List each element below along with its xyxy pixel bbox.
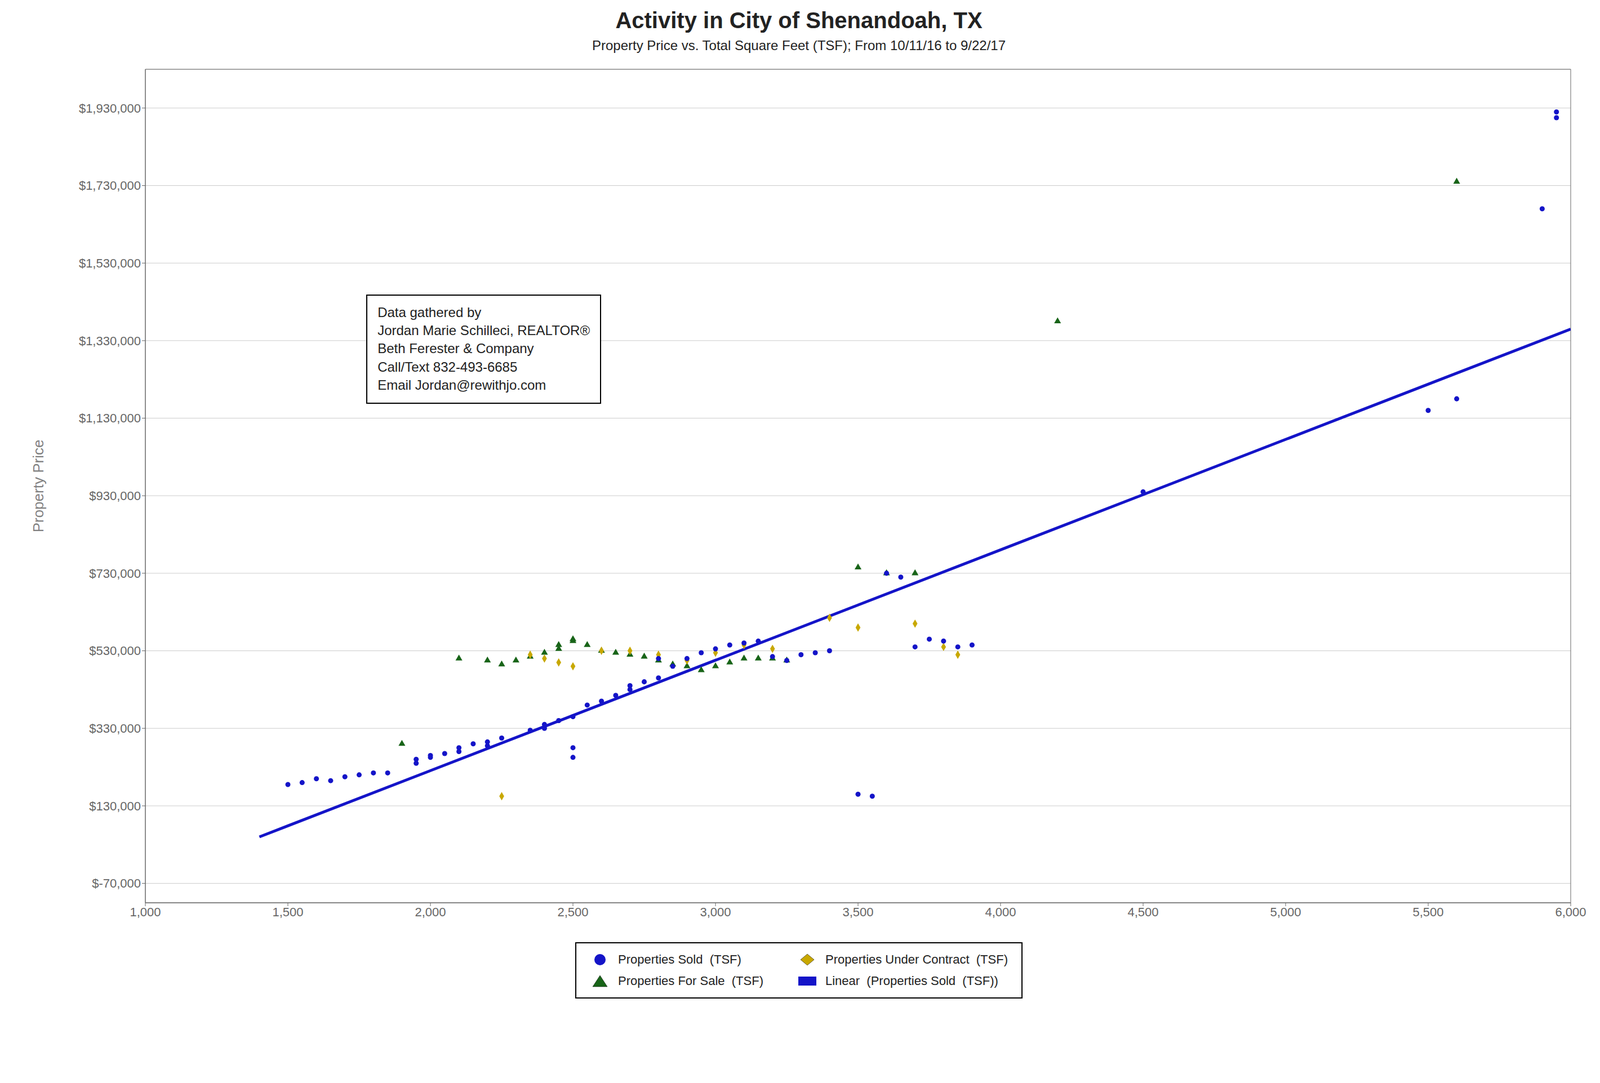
svg-text:6,000: 6,000 — [1554, 905, 1586, 920]
svg-text:$1,730,000: $1,730,000 — [78, 178, 141, 193]
html-text:Activity in City of Shenandoah: Activity in City of Shenandoah, TX — [615, 7, 983, 33]
svg-text:$1,130,000: $1,130,000 — [78, 411, 141, 426]
svg-text:$1,330,000: $1,330,000 — [78, 334, 141, 349]
html-text:Data gathered by Jordan Marie: Data gathered by Jordan Marie Schilleci,… — [377, 304, 590, 393]
svg-text:2,500: 2,500 — [557, 905, 589, 920]
svg-text:2,000: 2,000 — [414, 905, 446, 920]
svg-text:1,500: 1,500 — [272, 905, 304, 920]
svg-text:5,500: 5,500 — [1412, 905, 1444, 920]
svg-text:4,500: 4,500 — [1127, 905, 1159, 920]
html-text:Linear (Properties Sold (TSF)): Linear (Properties Sold (TSF)) — [825, 974, 999, 989]
svg-text:4,000: 4,000 — [984, 905, 1016, 920]
html-text:Properties Under Contract (TSF: Properties Under Contract (TSF) — [825, 952, 1008, 967]
svg-text:$530,000: $530,000 — [89, 643, 141, 659]
html-text:Properties For Sale (TSF): Properties For Sale (TSF) — [618, 974, 764, 989]
svg-text:1,000: 1,000 — [129, 905, 161, 920]
svg-text:$330,000: $330,000 — [89, 721, 141, 736]
svg-text:$-70,000: $-70,000 — [91, 876, 141, 891]
svg-text:5,000: 5,000 — [1269, 905, 1301, 920]
svg-text:Property Price: Property Price — [29, 440, 47, 533]
html-text:Property Price vs. Total Squar: Property Price vs. Total Square Feet (TS… — [592, 37, 1006, 53]
svg-text:3,000: 3,000 — [699, 905, 731, 920]
html-text:Properties Sold (TSF): Properties Sold (TSF) — [618, 952, 742, 967]
svg-text:$1,930,000: $1,930,000 — [78, 101, 141, 116]
svg-text:$730,000: $730,000 — [89, 566, 141, 581]
svg-text:$1,530,000: $1,530,000 — [78, 256, 141, 271]
svg-text:$930,000: $930,000 — [89, 489, 141, 504]
svg-text:3,500: 3,500 — [842, 905, 874, 920]
svg-text:$130,000: $130,000 — [89, 799, 141, 814]
